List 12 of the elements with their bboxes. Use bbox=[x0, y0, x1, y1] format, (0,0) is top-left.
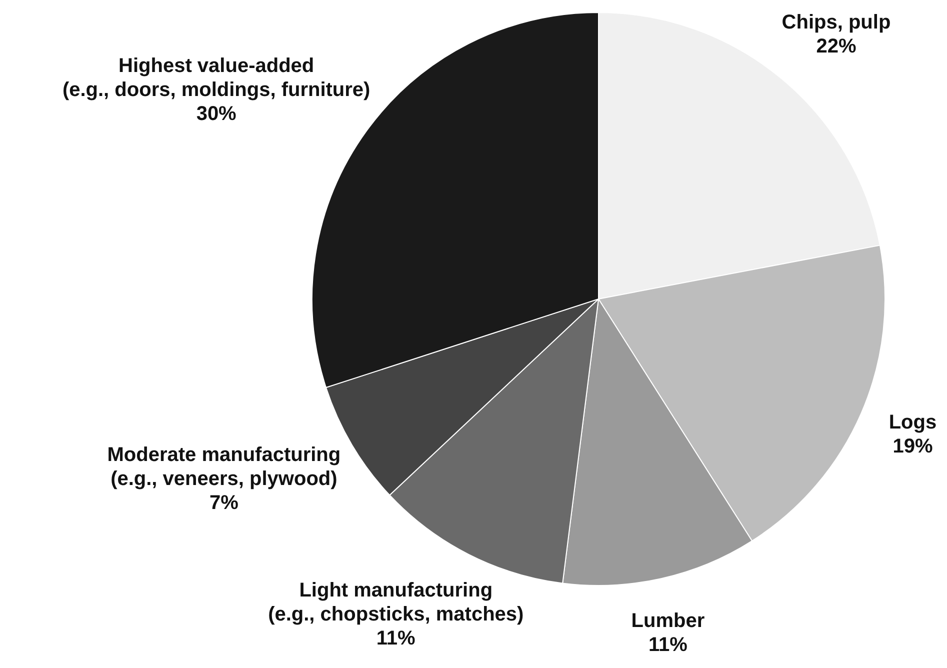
slice-label: Light manufacturing (e.g., chopsticks, matches) bbox=[268, 579, 524, 626]
slice-label: Lumber bbox=[631, 610, 705, 632]
data-label: 22% bbox=[816, 36, 856, 58]
data-label: 7% bbox=[209, 492, 239, 514]
data-label: 11% bbox=[376, 627, 416, 650]
slice-label: Chips, pulp bbox=[782, 12, 891, 34]
slice-label: Moderate manufacturing (e.g., veneers, plywood) bbox=[107, 444, 341, 490]
data-label: 19% bbox=[892, 436, 933, 458]
data-label: 30% bbox=[196, 103, 237, 126]
data-label: 11% bbox=[648, 634, 688, 656]
slice-label: Logs bbox=[888, 412, 937, 434]
slice-label: Highest value-added (e.g., doors, moldings, furniture) bbox=[62, 55, 370, 102]
